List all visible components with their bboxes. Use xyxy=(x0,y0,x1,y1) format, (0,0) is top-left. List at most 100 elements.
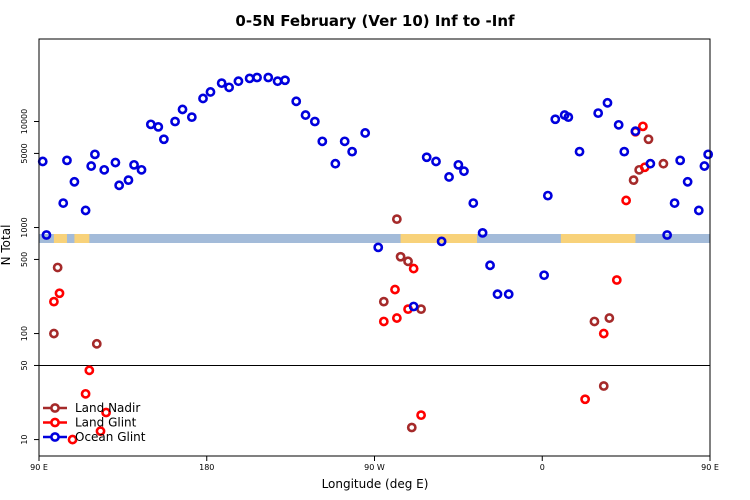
land-glint-point xyxy=(67,434,78,445)
land-nadir-point xyxy=(406,422,417,433)
ocean-strip xyxy=(39,234,710,243)
ocean-glint-point xyxy=(41,230,52,240)
ocean-glint-point xyxy=(613,119,624,130)
ocean-glint-point xyxy=(244,73,255,84)
x-tick-label: 90 W xyxy=(364,463,385,472)
ocean-glint-point xyxy=(699,161,710,171)
land-segment xyxy=(53,234,67,243)
legend-marker-land-nadir xyxy=(50,403,60,413)
y-tick-label: 5000 xyxy=(20,143,29,163)
y-tick-label: 10000 xyxy=(20,109,29,134)
land-nadir-point xyxy=(91,338,102,349)
ocean-glint-point xyxy=(662,230,673,240)
ocean-glint-point xyxy=(602,97,613,108)
land-glint-point xyxy=(84,365,95,376)
ocean-glint-point xyxy=(177,104,188,115)
ocean-glint-point xyxy=(485,260,495,271)
land-segment xyxy=(74,234,90,243)
ocean-glint-point xyxy=(136,164,147,175)
ocean-glint-point xyxy=(80,205,91,216)
data-points xyxy=(37,72,714,445)
ocean-glint-point xyxy=(309,116,320,127)
ocean-glint-point xyxy=(86,161,97,171)
ocean-glint-point xyxy=(675,155,686,166)
y-axis-label: N Total xyxy=(0,225,13,266)
legend-label-land-glint: Land Glint xyxy=(75,416,137,430)
y-tick-label: 500 xyxy=(20,252,29,267)
ocean-glint-point xyxy=(129,159,139,170)
y-tick-label: 100 xyxy=(20,326,29,341)
ocean-glint-point xyxy=(317,136,328,147)
ocean-glint-point xyxy=(145,119,156,130)
ocean-glint-point xyxy=(37,156,48,167)
land-glint-point xyxy=(95,426,106,437)
ocean-glint-point xyxy=(682,176,693,187)
land-nadir-point xyxy=(589,316,600,327)
ocean-glint-point xyxy=(703,149,714,160)
ocean-glint-point xyxy=(339,136,350,147)
ocean-glint-point xyxy=(550,114,561,125)
ocean-glint-point xyxy=(198,93,208,104)
ocean-glint-point xyxy=(62,155,72,166)
ocean-glint-point xyxy=(347,146,358,157)
x-axis: 90 E 180 90 W 0 90 E xyxy=(30,456,719,472)
ocean-glint-point xyxy=(563,112,574,123)
land-nadir-point xyxy=(598,381,609,391)
ocean-glint-point xyxy=(360,128,371,138)
legend-label-ocean-glint: Ocean Glint xyxy=(75,430,146,444)
ocean-glint-point xyxy=(291,96,302,107)
ocean-glint-point xyxy=(58,198,69,208)
ocean-glint-point xyxy=(431,156,441,167)
land-nadir-point xyxy=(52,262,63,273)
y-tick-label: 50 xyxy=(20,360,29,370)
ocean-glint-point xyxy=(158,134,169,145)
legend-marker-ocean-glint xyxy=(50,432,60,442)
ocean-glint-point xyxy=(574,146,585,157)
land-nadir-point xyxy=(49,328,59,339)
land-glint-point xyxy=(80,388,91,399)
ocean-glint-point xyxy=(280,75,290,86)
ocean-glint-point xyxy=(272,76,283,87)
land-glint-point xyxy=(580,394,591,405)
ocean-glint-point xyxy=(300,110,311,120)
ocean-glint-point xyxy=(205,87,216,97)
x-axis-label: Longitude (deg E) xyxy=(322,477,429,491)
land-nadir-point xyxy=(391,214,402,225)
ocean-glint-point xyxy=(619,146,630,157)
ocean-glint-point xyxy=(90,149,100,160)
land-nadir-point xyxy=(416,304,426,315)
ocean-glint-point xyxy=(224,82,235,93)
ocean-glint-point xyxy=(630,126,641,137)
land-ocean-strip xyxy=(39,234,710,243)
ocean-glint-point xyxy=(503,289,514,300)
ocean-glint-point xyxy=(693,205,704,216)
land-segment xyxy=(560,234,636,243)
x-tick-label: 90 E xyxy=(30,463,48,472)
land-glint-point xyxy=(638,121,648,132)
land-glint-point xyxy=(49,296,59,307)
land-glint-point xyxy=(391,313,402,323)
ocean-glint-point xyxy=(99,164,110,175)
land-nadir-point xyxy=(643,134,654,145)
ocean-glint-point xyxy=(408,301,419,312)
legend-marker-land-glint xyxy=(50,417,60,428)
ocean-glint-point xyxy=(444,172,454,182)
ocean-glint-point xyxy=(539,270,550,281)
land-nadir-point xyxy=(403,256,413,267)
land-glint-point xyxy=(101,407,111,418)
ocean-glint-point xyxy=(645,158,656,169)
ocean-glint-point xyxy=(373,242,384,253)
land-glint-point xyxy=(611,275,622,285)
ocean-glint-point xyxy=(593,108,604,119)
ocean-glint-point xyxy=(459,166,469,177)
ocean-glint-point xyxy=(110,157,121,168)
land-glint-point xyxy=(390,284,400,295)
land-nadir-point xyxy=(604,313,615,323)
ocean-glint-point xyxy=(542,190,553,201)
land-nadir-point xyxy=(628,175,639,186)
x-tick-label: 180 xyxy=(199,463,214,472)
ocean-glint-point xyxy=(123,175,134,186)
ocean-glint-point xyxy=(233,76,244,87)
